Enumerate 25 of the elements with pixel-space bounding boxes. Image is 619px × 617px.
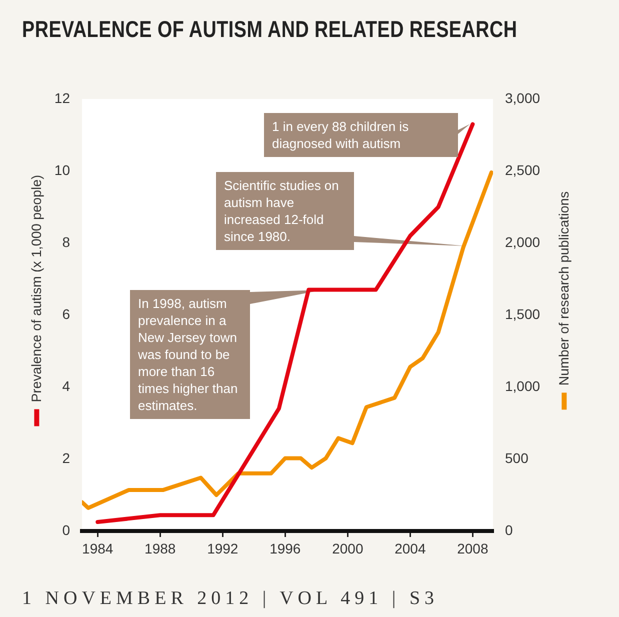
y-tick-label: 6 <box>62 306 70 322</box>
text: 1 NOVEMBER 2012 | VOL 491 | S3 <box>22 588 439 610</box>
y2-tick-label: 2,000 <box>505 234 540 250</box>
y-tick-label: 8 <box>62 234 70 250</box>
y2-tick-label: 500 <box>505 450 529 466</box>
x-tick-label: 2000 <box>332 540 364 556</box>
y2-tick-label: 0 <box>505 522 513 538</box>
x-tick-label: 1988 <box>144 540 176 556</box>
y2-tick-label: 2,500 <box>505 162 540 178</box>
y2-tick-label: 3,000 <box>505 90 540 106</box>
y-tick-label: 12 <box>54 90 70 106</box>
chart-title: PREVALENCE OF AUTISM AND RELATED RESEARCH <box>22 16 518 43</box>
y2-axis-title: Number of research publications <box>556 190 572 386</box>
x-tick-label: 2004 <box>394 540 426 556</box>
y-axis-title: Prevalence of autism (x 1,000 people) <box>28 174 44 402</box>
y-tick-label: 0 <box>62 522 70 538</box>
x-tick-label: 1992 <box>207 540 238 556</box>
x-tick-label: 1996 <box>270 540 301 556</box>
y-tick-label: 4 <box>62 378 70 394</box>
y2-tick-label: 1,500 <box>505 306 540 322</box>
x-tick-label: 1984 <box>82 540 114 556</box>
y2-tick-label: 1,000 <box>505 378 540 394</box>
y-tick-label: 10 <box>54 162 70 178</box>
x-tick-label: 2008 <box>457 540 488 556</box>
y-tick-label: 2 <box>62 450 70 466</box>
